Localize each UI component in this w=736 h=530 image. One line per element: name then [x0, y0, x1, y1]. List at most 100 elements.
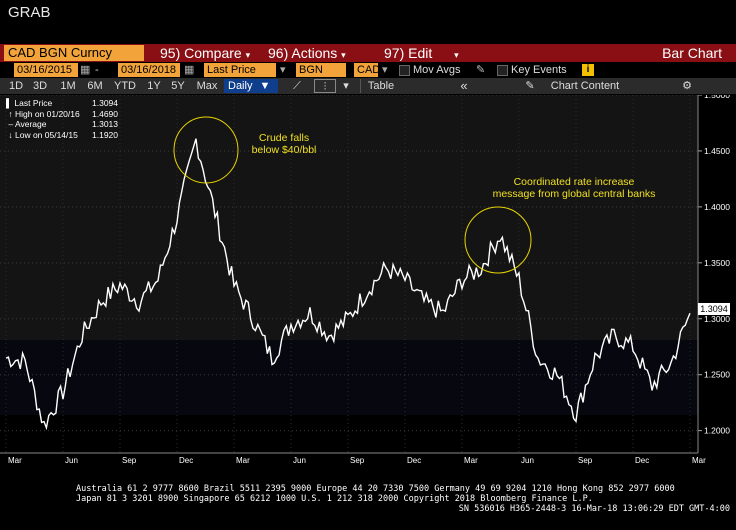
chevron-down-icon: ▾: [245, 50, 251, 60]
plot-upper-band: [0, 95, 698, 340]
info-icon[interactable]: i: [582, 64, 594, 76]
actions-menu-number: 96): [268, 45, 289, 61]
y-tick-label: 1.4500: [704, 146, 730, 156]
legend-value: 1.3094: [92, 98, 118, 108]
annotation-text: Coordinated rate increase: [513, 176, 635, 188]
mov-avgs-checkbox[interactable]: [399, 65, 410, 76]
chart-legend: ▌ Last Price 1.3094 ↑ High on 01/20/16 1…: [6, 98, 118, 140]
calendar-icon[interactable]: ▦: [184, 64, 195, 76]
x-tick-label: Jun: [521, 456, 534, 465]
legend-label: ▌ Last Price: [6, 98, 53, 108]
mov-avgs-label: Mov Avgs: [413, 64, 461, 76]
edit-menu-number: 97): [384, 45, 405, 61]
collapse-left-icon[interactable]: «: [460, 78, 468, 93]
frequency-select[interactable]: Daily ▼: [224, 79, 278, 93]
plot-lower-band: [0, 340, 698, 415]
y-tick-label: 1.5000: [704, 95, 730, 100]
footer: Australia 61 2 9777 8600 Brazil 5511 239…: [0, 484, 736, 514]
x-axis: MarJunSepDecMarJunSepDecMarJunSepDecMar2…: [0, 452, 706, 465]
calendar-icon[interactable]: ▦: [80, 64, 91, 76]
period-button-6m[interactable]: 6M: [87, 80, 103, 92]
x-tick-label: Mar: [8, 456, 22, 465]
period-button-1m[interactable]: 1M: [60, 80, 76, 92]
y-tick-label: 1.3000: [704, 314, 730, 324]
legend-last-price: ▌ Last Price 1.3094: [6, 98, 118, 109]
period-button-ytd[interactable]: YTD: [114, 80, 136, 92]
period-button-1y[interactable]: 1Y: [147, 80, 161, 92]
footer-contacts-2: Japan 81 3 3201 8900 Singapore 65 6212 1…: [76, 494, 593, 504]
bar-style-icon[interactable]: ⫶: [314, 79, 336, 93]
period-bar: [0, 78, 736, 94]
chevron-down-icon: ▾: [341, 50, 346, 60]
chart-content-button[interactable]: Chart Content: [550, 80, 620, 92]
legend-average: – Average 1.3013: [6, 119, 118, 130]
frequency-label: Daily: [228, 80, 253, 92]
annotation-circle-rates: [464, 206, 532, 274]
footer-session: SN 536016 H365-2448-3 16-Mar-18 13:06:29…: [458, 504, 730, 514]
compare-menu-label: Compare: [184, 45, 242, 61]
edit-menu[interactable]: 97) Edit ▾: [384, 44, 459, 62]
pencil-icon[interactable]: ✎: [476, 64, 486, 76]
date-separator: -: [95, 64, 99, 76]
x-tick-label: Dec: [179, 456, 193, 465]
chevron-down-icon: ▾: [454, 50, 459, 60]
price-chart: 1.5000 1.4500 1.4000 1.3500 1.3000 1.2500 1.20…: [0, 95, 730, 465]
chevron-down-icon[interactable]: ▾: [343, 80, 349, 92]
chevron-down-icon[interactable]: ▾: [280, 64, 286, 76]
legend-value: 1.1920: [92, 129, 118, 140]
period-button-5y[interactable]: 5Y: [171, 80, 185, 92]
actions-menu[interactable]: 96) Actions ▾: [268, 44, 346, 62]
legend-label: – Average: [6, 119, 47, 129]
x-tick-label: Dec: [407, 456, 421, 465]
x-tick-label: Dec: [635, 456, 649, 465]
period-button-max[interactable]: Max: [196, 80, 218, 92]
field-select[interactable]: Last Price: [204, 63, 276, 77]
annotation-text: message from global central banks: [492, 188, 656, 200]
x-tick-label: Sep: [578, 456, 593, 465]
ticker-field[interactable]: CAD BGN Curncy: [4, 45, 144, 61]
last-value-marker: [698, 303, 730, 315]
period-button-3d[interactable]: 3D: [32, 80, 48, 92]
legend-value: 1.4690: [92, 108, 118, 119]
x-tick-label: Jun: [65, 456, 78, 465]
x-tick-label: Mar: [464, 456, 478, 465]
period-button-1d[interactable]: 1D: [8, 80, 24, 92]
y-tick-label: 1.4000: [704, 202, 730, 212]
edit-menu-label: Edit: [408, 45, 433, 61]
key-events-checkbox[interactable]: [497, 65, 508, 76]
y-axis: 1.5000 1.4500 1.4000 1.3500 1.3000 1.2500 1.20…: [697, 95, 730, 453]
currency-field[interactable]: CAD: [354, 63, 380, 77]
grid-lines: [0, 95, 698, 453]
gear-icon[interactable]: ⚙: [682, 80, 692, 92]
last-value-label: 1.3094: [700, 304, 728, 314]
compare-menu[interactable]: 95) Compare ▾: [160, 44, 250, 62]
actions-menu-label: Actions: [291, 45, 338, 61]
annotation-rates: Coordinated rate increase message from g…: [474, 176, 674, 200]
x-tick-label: Mar: [692, 456, 706, 465]
line-chart-icon[interactable]: ⟋: [293, 80, 301, 92]
window-title: GRAB: [8, 4, 51, 21]
chevron-down-icon: ▼: [259, 80, 271, 92]
y-tick-label: 1.3500: [704, 258, 730, 268]
chevron-down-icon[interactable]: ▾: [382, 64, 388, 76]
annotation-text: below $40/bbl: [251, 144, 317, 156]
key-events-label: Key Events: [511, 64, 567, 76]
y-tick-label: 1.2500: [704, 370, 730, 380]
x-tick-label: Sep: [350, 456, 365, 465]
x-tick-label: Mar: [236, 456, 250, 465]
source-field[interactable]: BGN: [296, 63, 346, 77]
end-date-field[interactable]: 03/16/2018: [118, 63, 180, 77]
annotation-text: Crude falls: [258, 132, 310, 144]
pencil-icon: ✎: [525, 80, 535, 92]
legend-high: ↑ High on 01/20/16 1.4690: [6, 109, 118, 120]
x-tick-label: Jun: [293, 456, 306, 465]
chart-type-label[interactable]: Bar Chart: [662, 45, 722, 61]
series-line: [5, 138, 691, 431]
x-tick-label: Sep: [122, 456, 137, 465]
legend-value: 1.3013: [92, 119, 118, 129]
start-date-field[interactable]: 03/16/2015: [14, 63, 78, 77]
y-tick-label: 1.2000: [704, 426, 730, 436]
annotation-circle-crude: [173, 116, 239, 184]
table-button[interactable]: Table: [360, 79, 401, 93]
legend-label: ↑ High on 01/20/16: [6, 108, 80, 119]
